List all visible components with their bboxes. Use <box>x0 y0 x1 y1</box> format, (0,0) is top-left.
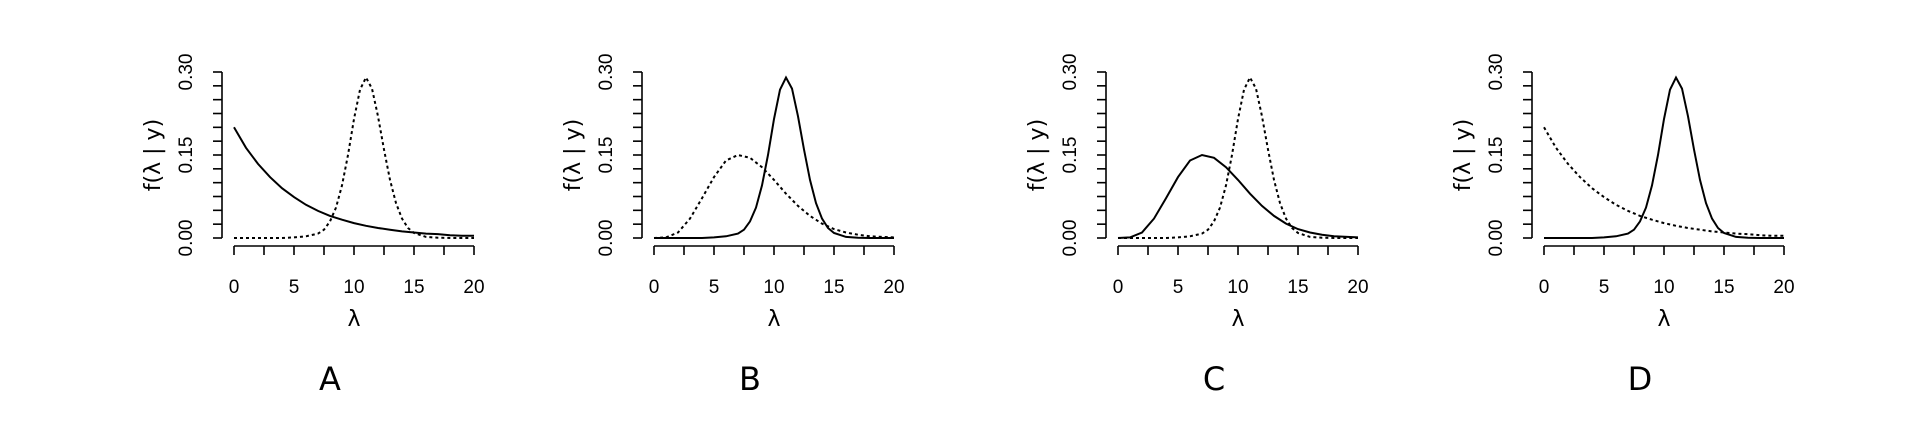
x-tick-label: 5 <box>1173 277 1184 298</box>
x-tick-label: 5 <box>1599 277 1610 298</box>
panel-label: D <box>1628 360 1653 398</box>
x-tick-label: 5 <box>289 277 300 298</box>
x-tick-label: 10 <box>1653 277 1674 298</box>
y-axis-title: f(λ | y) <box>141 119 166 191</box>
panel-label: C <box>1203 360 1225 398</box>
x-tick-label: 0 <box>649 277 660 298</box>
series-line-dotted <box>1118 75 1358 239</box>
x-tick-label: 20 <box>463 277 484 298</box>
panel-label: B <box>739 360 761 398</box>
chart-panel-b: 0 5 10 15 20 λ 0.00 0.15 0.30 f(λ | y) B <box>561 54 905 398</box>
y-tick-label: 0.00 <box>176 220 197 257</box>
series-line-dotted <box>653 153 895 239</box>
x-axis-title: λ <box>1657 307 1670 332</box>
series-line-solid <box>233 126 474 237</box>
series-line-dotted <box>1543 126 1784 237</box>
x-tick-label: 0 <box>1539 277 1550 298</box>
x-axis-title: λ <box>1231 307 1244 332</box>
y-tick-label: 0.30 <box>176 54 197 91</box>
x-tick-label: 15 <box>1287 277 1308 298</box>
x-tick-label: 5 <box>709 277 720 298</box>
y-tick-label: 0.15 <box>176 137 197 174</box>
y-axis-title: f(λ | y) <box>1451 119 1476 191</box>
y-tick-label: 0.15 <box>596 137 617 174</box>
series-line-dotted <box>234 75 474 239</box>
series-line-solid <box>1544 75 1784 239</box>
y-axis-title: f(λ | y) <box>561 119 586 191</box>
y-tick-label: 0.00 <box>1060 220 1081 257</box>
x-tick-label: 15 <box>403 277 424 298</box>
x-axis-title: λ <box>767 307 780 332</box>
x-tick-label: 20 <box>883 277 904 298</box>
y-tick-label: 0.15 <box>1486 137 1507 174</box>
x-tick-label: 10 <box>343 277 364 298</box>
x-tick-label: 0 <box>229 277 240 298</box>
series-line-solid <box>1117 153 1359 239</box>
series-line-solid <box>654 75 894 239</box>
chart-panel-a: 0 5 10 15 20 λ 0.00 0.15 0.30 f(λ | y) A <box>141 54 485 398</box>
panel-label: A <box>319 360 341 398</box>
x-tick-label: 15 <box>1713 277 1734 298</box>
y-tick-label: 0.30 <box>596 54 617 91</box>
y-tick-label: 0.00 <box>1486 220 1507 257</box>
x-tick-label: 10 <box>1227 277 1248 298</box>
y-tick-label: 0.30 <box>1060 54 1081 91</box>
y-tick-label: 0.15 <box>1060 137 1081 174</box>
chart-panel-c: 0 5 10 15 20 λ 0.00 0.15 0.30 f(λ | y) C <box>1025 54 1369 398</box>
x-tick-label: 20 <box>1773 277 1794 298</box>
y-tick-label: 0.30 <box>1486 54 1507 91</box>
chart-panel-d: 0 5 10 15 20 λ 0.00 0.15 0.30 f(λ | y) D <box>1451 54 1795 398</box>
x-axis-title: λ <box>347 307 360 332</box>
x-tick-label: 15 <box>823 277 844 298</box>
x-tick-label: 10 <box>763 277 784 298</box>
x-tick-label: 0 <box>1113 277 1124 298</box>
y-axis-title: f(λ | y) <box>1025 119 1050 191</box>
y-tick-label: 0.00 <box>596 220 617 257</box>
x-tick-label: 20 <box>1347 277 1368 298</box>
